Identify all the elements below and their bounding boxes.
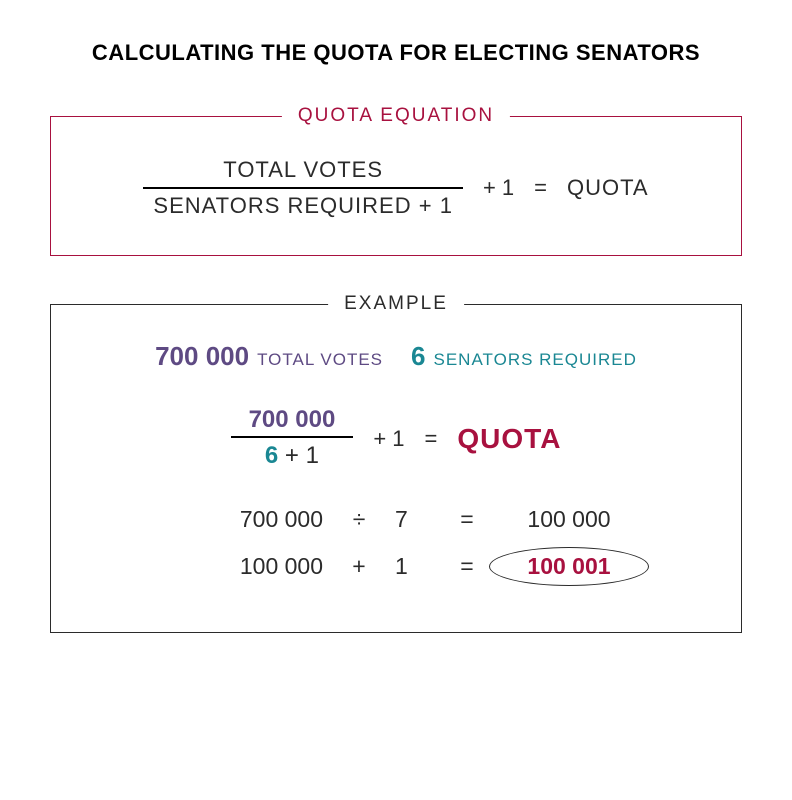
page-title: CALCULATING THE QUOTA FOR ELECTING SENAT… bbox=[50, 40, 742, 66]
example-plus-one: + 1 bbox=[373, 426, 404, 452]
calc-row: 100 000 +1 = 100 001 bbox=[75, 553, 717, 580]
example-panel: EXAMPLE 700 000 TOTAL VOTES 6 SENATORS R… bbox=[50, 304, 742, 633]
calc-right-operand: 7 bbox=[395, 506, 435, 533]
calc-equals: = bbox=[457, 506, 477, 533]
plus-one: + 1 bbox=[483, 175, 514, 201]
example-fraction-denominator: 6 + 1 bbox=[247, 438, 337, 474]
example-fraction: 700 000 6 + 1 bbox=[231, 404, 354, 474]
total-votes-value: 700 000 bbox=[155, 341, 249, 372]
total-votes-group: 700 000 TOTAL VOTES bbox=[155, 341, 383, 372]
quota-panel-label: QUOTA EQUATION bbox=[282, 105, 510, 127]
example-six: 6 bbox=[265, 442, 278, 469]
calc-operator: + bbox=[345, 553, 373, 580]
quota-result-label: QUOTA bbox=[567, 175, 649, 201]
senators-value: 6 bbox=[411, 341, 425, 372]
example-quota-word: QUOTA bbox=[457, 423, 561, 455]
result-circle bbox=[489, 547, 649, 586]
senators-label: SENATORS REQUIRED bbox=[433, 350, 636, 370]
total-votes-label: TOTAL VOTES bbox=[257, 350, 383, 370]
example-panel-label: EXAMPLE bbox=[328, 293, 464, 315]
quota-equation-row: TOTAL VOTES SENATORS REQUIRED + 1 + 1 = … bbox=[75, 153, 717, 223]
calculation-rows: 700 000 ÷ 7 = 100 000 100 000 +1 = 100 001 bbox=[75, 506, 717, 580]
example-fraction-numerator: 700 000 bbox=[231, 404, 354, 436]
calc-equals: = bbox=[457, 553, 477, 580]
calc-final-result: 100 001 bbox=[499, 553, 639, 580]
senators-required-group: 6 SENATORS REQUIRED bbox=[411, 341, 637, 372]
quota-fraction-denominator: SENATORS REQUIRED + 1 bbox=[143, 189, 463, 223]
calc-row: 700 000 ÷ 7 = 100 000 bbox=[75, 506, 717, 533]
example-denom-plus-one: + 1 bbox=[278, 442, 319, 469]
example-header: 700 000 TOTAL VOTES 6 SENATORS REQUIRED bbox=[75, 341, 717, 372]
example-equation-row: 700 000 6 + 1 + 1 = QUOTA bbox=[75, 404, 717, 474]
calc-left-operand: 100 000 bbox=[153, 553, 323, 580]
quota-equation-panel: QUOTA EQUATION TOTAL VOTES SENATORS REQU… bbox=[50, 116, 742, 256]
calc-right-operand: 1 bbox=[395, 553, 435, 580]
example-equals: = bbox=[425, 426, 438, 452]
calc-result: 100 000 bbox=[499, 506, 639, 533]
calc-left-operand: 700 000 bbox=[153, 506, 323, 533]
quota-fraction-numerator: TOTAL VOTES bbox=[213, 153, 393, 187]
calc-operator: ÷ bbox=[345, 506, 373, 533]
equals-sign: = bbox=[534, 175, 547, 201]
quota-fraction: TOTAL VOTES SENATORS REQUIRED + 1 bbox=[143, 153, 463, 223]
